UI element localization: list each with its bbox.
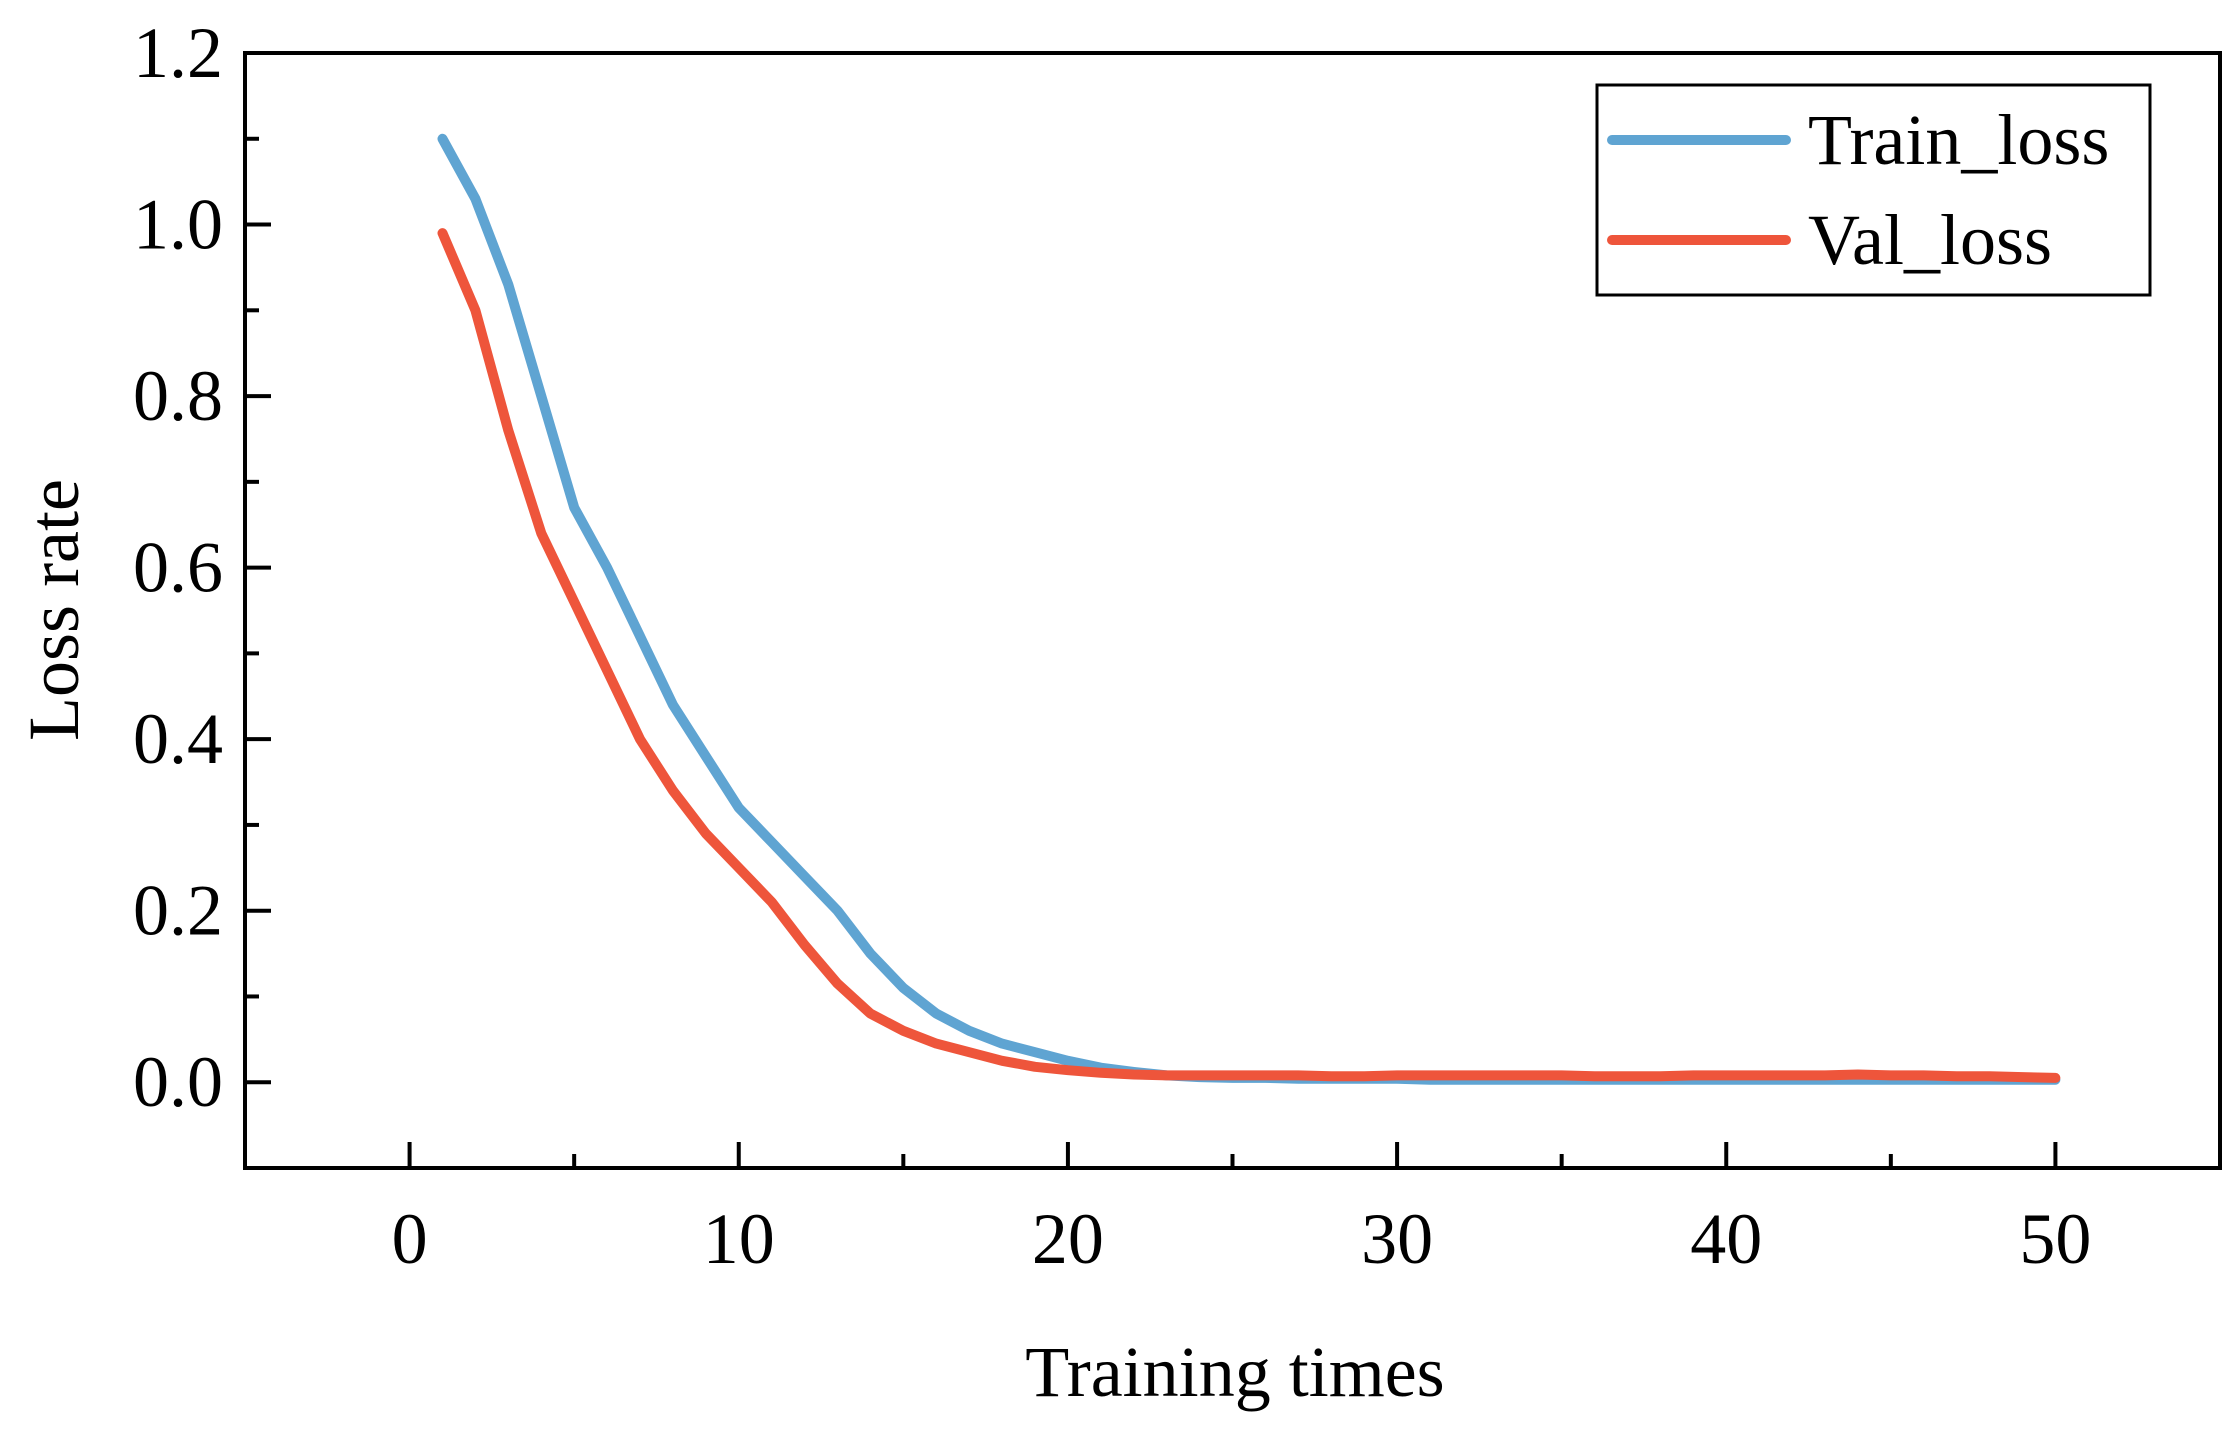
y-tick-label: 1.0 xyxy=(133,185,223,265)
y-axis-title: Loss rate xyxy=(14,479,94,741)
legend-items: Train_loss Val_loss xyxy=(1607,100,2109,280)
y-tick-label: 0.4 xyxy=(133,699,223,779)
x-tick-label: 20 xyxy=(1032,1199,1104,1279)
y-tick-label: 0.8 xyxy=(133,356,223,436)
x-tick-label: 10 xyxy=(703,1199,775,1279)
x-axis-title: Training times xyxy=(1025,1332,1444,1412)
legend-box xyxy=(1595,83,2152,297)
series-line-val-loss xyxy=(437,228,2061,1083)
x-tick-label: 30 xyxy=(1361,1199,1433,1279)
x-tick-label: 40 xyxy=(1690,1199,1762,1279)
y-tick-label: 1.2 xyxy=(133,13,223,93)
ticks-layer: 0 10 20 30 40 50 0.0 0.2 0.4 0.6 0.8 1.0 1.2 xyxy=(133,13,2091,1279)
legend-label-val-loss: Val_loss xyxy=(1808,200,2052,280)
y-tick-label: 0.2 xyxy=(133,871,223,951)
y-tick-label: 0.6 xyxy=(133,528,223,608)
x-tick-label: 50 xyxy=(2019,1199,2091,1279)
legend: Train_loss Val_loss xyxy=(1595,83,2152,297)
y-tick-label: 0.0 xyxy=(133,1042,223,1122)
legend-label-train-loss: Train_loss xyxy=(1808,100,2109,180)
series-layer xyxy=(437,133,2061,1085)
x-tick-label: 0 xyxy=(392,1199,428,1279)
